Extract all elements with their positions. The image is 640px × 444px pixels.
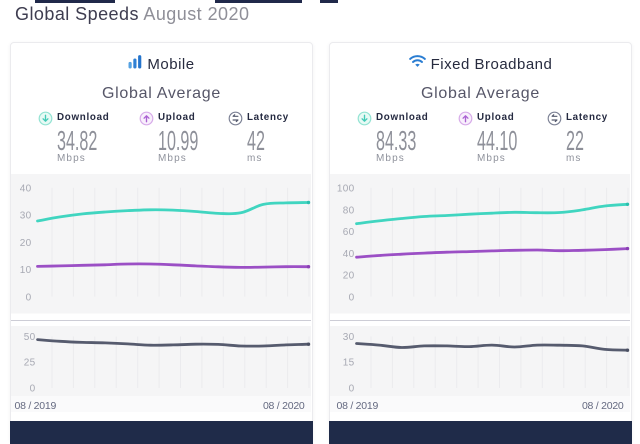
svg-text:50: 50 <box>24 332 36 343</box>
svg-text:80: 80 <box>343 205 355 216</box>
svg-text:20: 20 <box>20 238 32 249</box>
svg-text:30: 30 <box>20 211 32 222</box>
svg-text:0: 0 <box>30 384 36 395</box>
svg-text:0: 0 <box>26 292 32 303</box>
svg-text:25: 25 <box>24 358 36 369</box>
svg-text:20: 20 <box>343 271 355 282</box>
svg-text:40: 40 <box>20 184 32 195</box>
svg-text:40: 40 <box>343 249 355 260</box>
svg-text:15: 15 <box>343 358 355 369</box>
svg-text:30: 30 <box>343 332 355 343</box>
svg-text:0: 0 <box>349 384 355 395</box>
svg-text:10: 10 <box>20 265 32 276</box>
svg-text:0: 0 <box>349 292 355 303</box>
svg-text:60: 60 <box>343 227 355 238</box>
svg-text:100: 100 <box>337 184 355 195</box>
